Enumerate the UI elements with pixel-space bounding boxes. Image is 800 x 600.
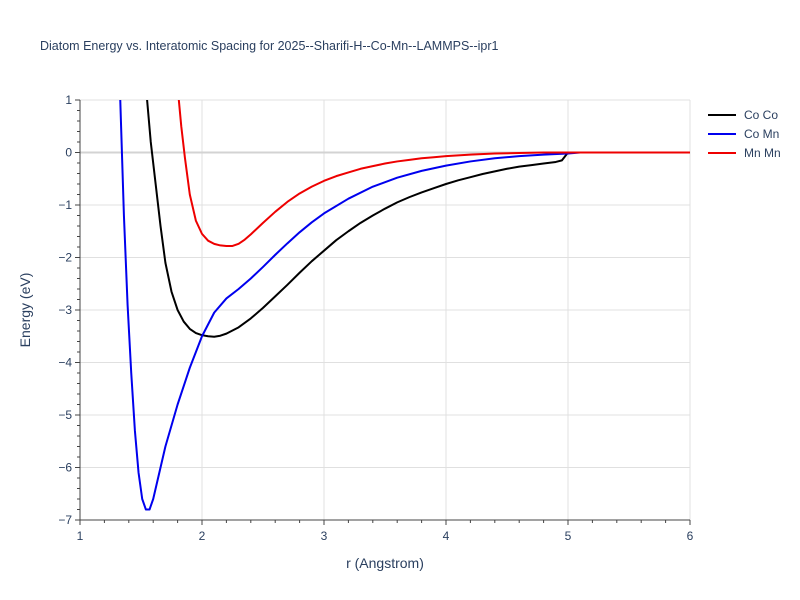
legend-label: Co Co xyxy=(744,108,778,122)
legend[interactable]: Co Co Co Mn Mn Mn xyxy=(708,108,781,160)
y-tick-label: −6 xyxy=(58,461,72,475)
y-tick-label: −1 xyxy=(58,198,72,212)
series-line-co-mn xyxy=(119,100,690,511)
x-tick-label: 4 xyxy=(443,529,450,543)
chart-title: Diatom Energy vs. Interatomic Spacing fo… xyxy=(40,39,499,53)
axes-layer: 1 2 3 4 5 6 1 0 −1 −2 −3 −4 −5 −6 −7 xyxy=(58,93,693,543)
series-line-mn-mn xyxy=(177,100,690,247)
y-tick-label: −7 xyxy=(58,513,72,527)
y-tick-label: 1 xyxy=(65,93,72,107)
grid-layer xyxy=(79,99,691,521)
legend-item-mn-mn[interactable]: Mn Mn xyxy=(708,146,781,160)
y-tick-label: −3 xyxy=(58,303,72,317)
x-tick-label: 1 xyxy=(77,529,84,543)
legend-label: Mn Mn xyxy=(744,146,781,160)
legend-label: Co Mn xyxy=(744,127,779,141)
legend-item-co-mn[interactable]: Co Mn xyxy=(708,127,779,141)
legend-item-co-co[interactable]: Co Co xyxy=(708,108,778,122)
y-tick-label: −5 xyxy=(58,408,72,422)
series-line-co-co xyxy=(146,100,690,338)
series-layer xyxy=(119,100,690,511)
y-axis-title: Energy (eV) xyxy=(17,273,33,348)
x-tick-label: 2 xyxy=(199,529,206,543)
y-tick-label: −2 xyxy=(58,251,72,265)
x-axis-title: r (Angstrom) xyxy=(346,555,424,571)
y-tick-label: 0 xyxy=(65,146,72,160)
x-tick-label: 5 xyxy=(565,529,572,543)
x-tick-label: 6 xyxy=(687,529,694,543)
x-tick-label: 3 xyxy=(321,529,328,543)
y-tick-label: −4 xyxy=(58,356,72,370)
